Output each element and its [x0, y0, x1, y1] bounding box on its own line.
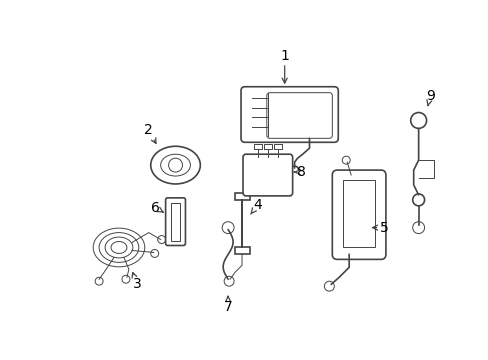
Text: 1: 1: [280, 49, 288, 83]
Text: 8: 8: [294, 165, 305, 179]
Ellipse shape: [150, 146, 200, 184]
FancyBboxPatch shape: [241, 87, 338, 142]
FancyBboxPatch shape: [332, 170, 385, 260]
FancyBboxPatch shape: [243, 154, 292, 196]
FancyBboxPatch shape: [266, 93, 332, 138]
Bar: [343, 180, 374, 247]
Text: 4: 4: [250, 198, 262, 214]
Text: 2: 2: [144, 123, 156, 143]
Text: 7: 7: [224, 296, 232, 314]
Text: 9: 9: [425, 89, 434, 105]
FancyBboxPatch shape: [165, 198, 185, 246]
Ellipse shape: [161, 154, 190, 176]
Bar: [170, 203, 180, 240]
Text: 3: 3: [132, 273, 141, 291]
Text: 5: 5: [372, 221, 387, 235]
Text: 6: 6: [151, 201, 163, 215]
